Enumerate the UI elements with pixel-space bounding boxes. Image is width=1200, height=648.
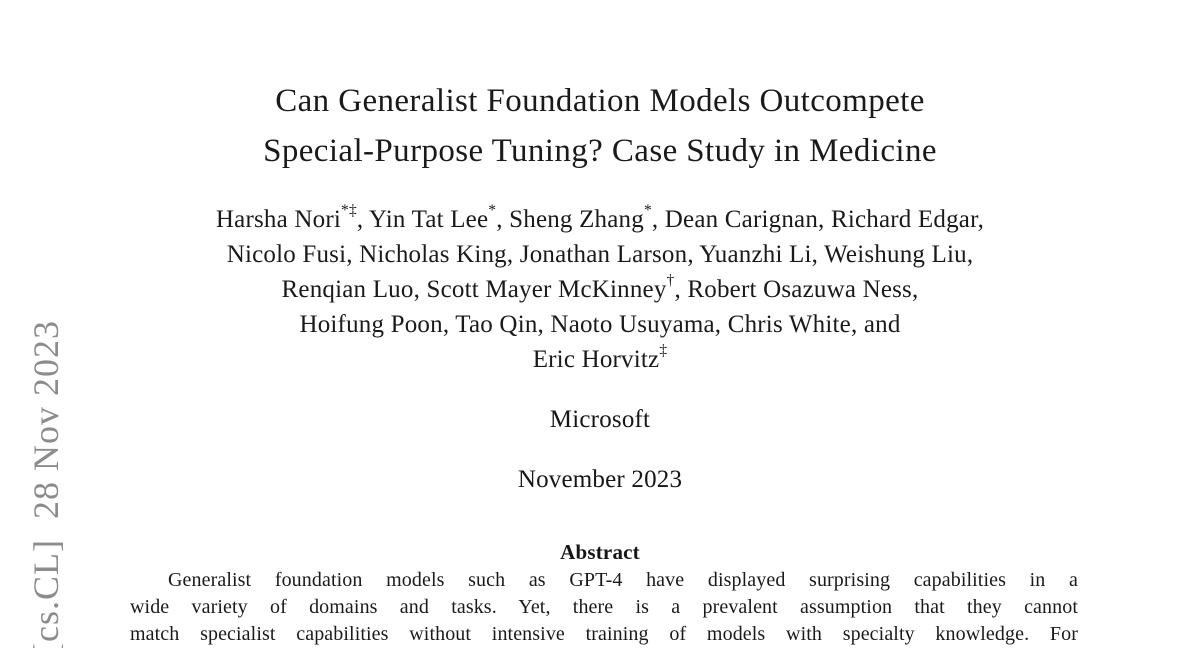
arxiv-category-stamp: [cs.CL] 28 Nov 2023: [26, 320, 66, 648]
abstract-body: Generalist foundation models such as GPT…: [130, 567, 1078, 648]
author-line: Eric Horvitz‡: [532, 342, 668, 373]
author-affiliation-mark: ‡: [659, 342, 668, 360]
author-line: Harsha Nori*‡, Yin Tat Lee*, Sheng Zhang…: [215, 202, 985, 233]
paper-date: November 2023: [517, 466, 683, 493]
author-affiliation-mark: *‡: [341, 202, 357, 220]
abstract-line-1: Generalist foundation models such as GPT…: [168, 569, 1078, 591]
abstract-line-3: match specialist capabilities without in…: [130, 623, 1078, 645]
author-line: Hoifung Poon, Tao Qin, Naoto Usuyama, Ch…: [299, 311, 901, 338]
paper-title-line-1: Can Generalist Foundation Models Outcomp…: [275, 83, 925, 119]
author-block: Harsha Nori*‡, Yin Tat Lee*, Sheng Zhang…: [80, 202, 1120, 377]
author-line: Renqian Luo, Scott Mayer McKinney†, Robe…: [281, 272, 919, 303]
abstract-line-2: wide variety of domains and tasks. Yet, …: [130, 596, 1078, 618]
author-line: Nicolo Fusi, Nicholas King, Jonathan Lar…: [226, 241, 974, 268]
author-affiliation-mark: *: [488, 202, 497, 220]
paper-title: Can Generalist Foundation Models Outcomp…: [100, 76, 1100, 176]
author-affiliation-mark: *: [643, 202, 652, 220]
abstract-heading: Abstract: [560, 540, 640, 564]
affiliation: Microsoft: [549, 406, 651, 433]
paper-title-line-2: Special-Purpose Tuning? Case Study in Me…: [263, 133, 937, 169]
author-affiliation-mark: †: [666, 272, 675, 290]
